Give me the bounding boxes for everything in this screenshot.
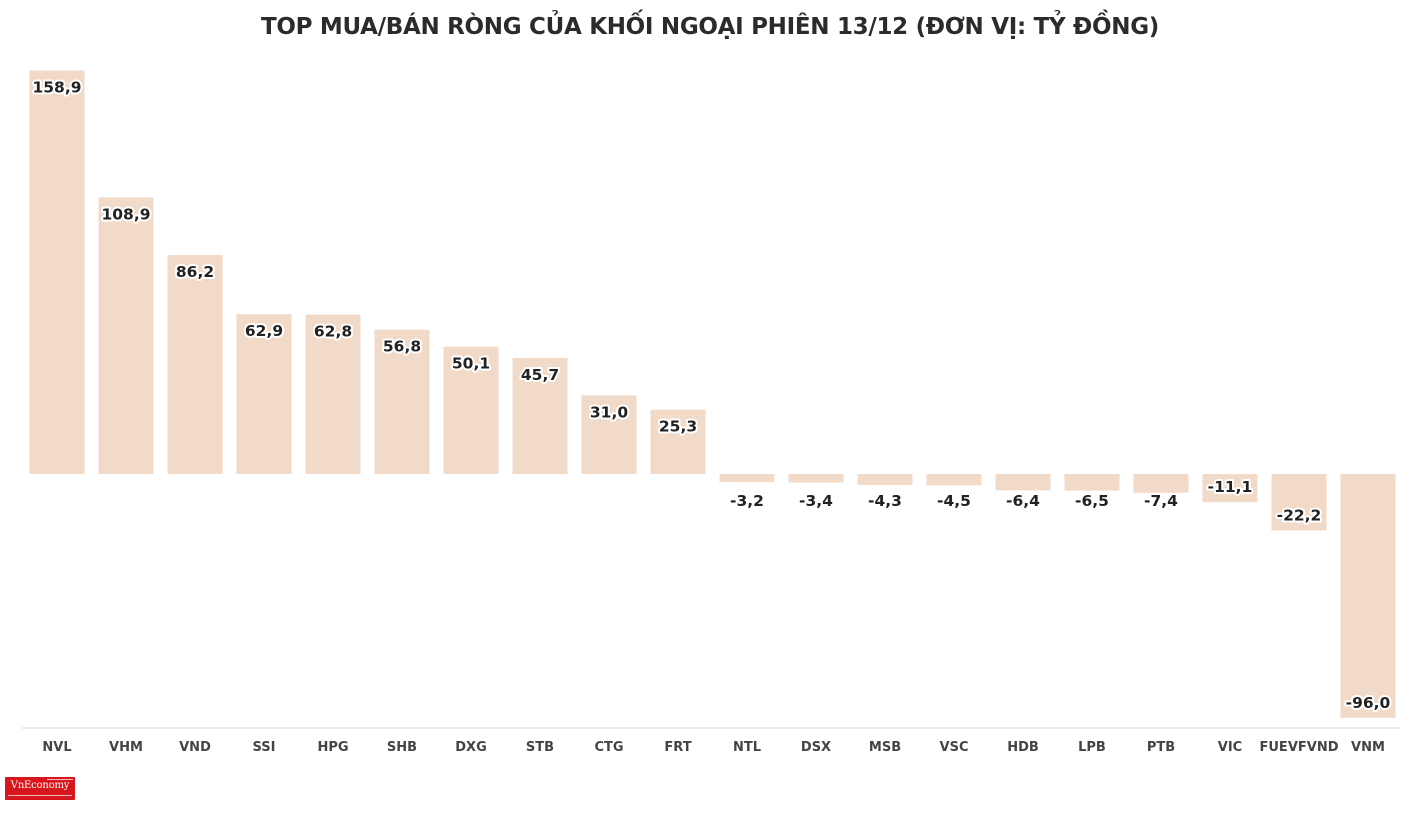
- value-label-vic: -11,1: [1208, 478, 1253, 496]
- value-label-msb: -4,3: [868, 492, 902, 510]
- x-tick-hpg: HPG: [317, 740, 348, 755]
- bar-ssi: [236, 314, 292, 474]
- x-tick-dxg: DXG: [455, 740, 486, 755]
- value-label-vnm: -96,0: [1346, 694, 1391, 712]
- logo-text: VnEconomy: [10, 780, 70, 791]
- value-labels-group: 158,9 108,9 86,2 62,9 62,8 56,8 50,1 45,7 31,0 25…: [30, 76, 1392, 713]
- x-tick-vnd: VND: [179, 740, 211, 755]
- x-tick-stb: STB: [526, 740, 554, 755]
- bar-dsx: [788, 474, 844, 483]
- x-tick-labels-group: NVL VHM VND SSI HPG SHB DXG STB CTG FRT NTL DSX MSB V…: [42, 740, 1385, 755]
- value-label-ptb: -7,4: [1144, 492, 1178, 510]
- bar-vic: [1202, 474, 1258, 503]
- bar-ptb: [1133, 474, 1189, 493]
- bar-dxg: [443, 346, 499, 474]
- x-tick-vnm: VNM: [1351, 740, 1385, 755]
- x-tick-vhm: VHM: [109, 740, 143, 755]
- bar-frt: [650, 409, 706, 474]
- logo-decor-line: [47, 779, 73, 780]
- bar-vnd: [167, 255, 223, 474]
- x-tick-fuevfvnd: FUEVFVND: [1260, 740, 1339, 755]
- value-label-ssi: 62,9: [245, 322, 283, 340]
- value-label-ntl: -3,2: [730, 492, 764, 510]
- bar-vnm: [1340, 474, 1396, 718]
- x-tick-dsx: DSX: [801, 740, 831, 755]
- value-label-hpg: 62,8: [314, 323, 352, 341]
- value-label-stb: 45,7: [521, 366, 559, 384]
- bar-hdb: [995, 474, 1051, 491]
- bar-shb: [374, 329, 430, 474]
- value-label-vnd: 86,2: [176, 263, 214, 281]
- value-label-shb: 56,8: [383, 338, 421, 356]
- value-label-vsc: -4,5: [937, 492, 971, 510]
- x-tick-frt: FRT: [664, 740, 691, 755]
- value-label-fuevfvnd: -22,2: [1277, 506, 1322, 524]
- x-tick-shb: SHB: [387, 740, 417, 755]
- bar-ntl: [719, 474, 775, 483]
- bar-ctg: [581, 395, 637, 474]
- bar-fuevfvnd: [1271, 474, 1327, 531]
- chart-title: TOP MUA/BÁN RÒNG CỦA KHỐI NGOẠI PHIÊN 13…: [260, 14, 1159, 40]
- x-tick-ssi: SSI: [253, 740, 276, 755]
- value-label-vhm: 108,9: [101, 205, 150, 223]
- x-tick-hdb: HDB: [1007, 740, 1039, 755]
- x-tick-vsc: VSC: [940, 740, 969, 755]
- x-tick-vic: VIC: [1218, 740, 1242, 755]
- bars-group: [29, 70, 1396, 718]
- x-tick-ntl: NTL: [733, 740, 761, 755]
- bar-nvl: [29, 70, 85, 475]
- value-label-lpb: -6,5: [1075, 492, 1109, 510]
- x-tick-nvl: NVL: [42, 740, 71, 755]
- bar-lpb: [1064, 474, 1120, 491]
- value-label-dsx: -3,4: [799, 492, 833, 510]
- x-tick-ctg: CTG: [594, 740, 623, 755]
- bar-vhm: [98, 197, 154, 474]
- bar-vsc: [926, 474, 982, 486]
- x-tick-lpb: LPB: [1078, 740, 1106, 755]
- bar-hpg: [305, 314, 361, 474]
- value-label-nvl: 158,9: [32, 78, 81, 96]
- value-label-frt: 25,3: [659, 418, 697, 436]
- bar-stb: [512, 357, 568, 474]
- bar-msb: [857, 474, 913, 485]
- value-label-hdb: -6,4: [1006, 492, 1040, 510]
- x-tick-ptb: PTB: [1147, 740, 1175, 755]
- value-label-ctg: 31,0: [590, 403, 628, 421]
- value-label-dxg: 50,1: [452, 355, 490, 373]
- vneconomy-logo: VnEconomy: [5, 777, 75, 800]
- logo-decor-line: [8, 795, 72, 796]
- x-tick-msb: MSB: [869, 740, 901, 755]
